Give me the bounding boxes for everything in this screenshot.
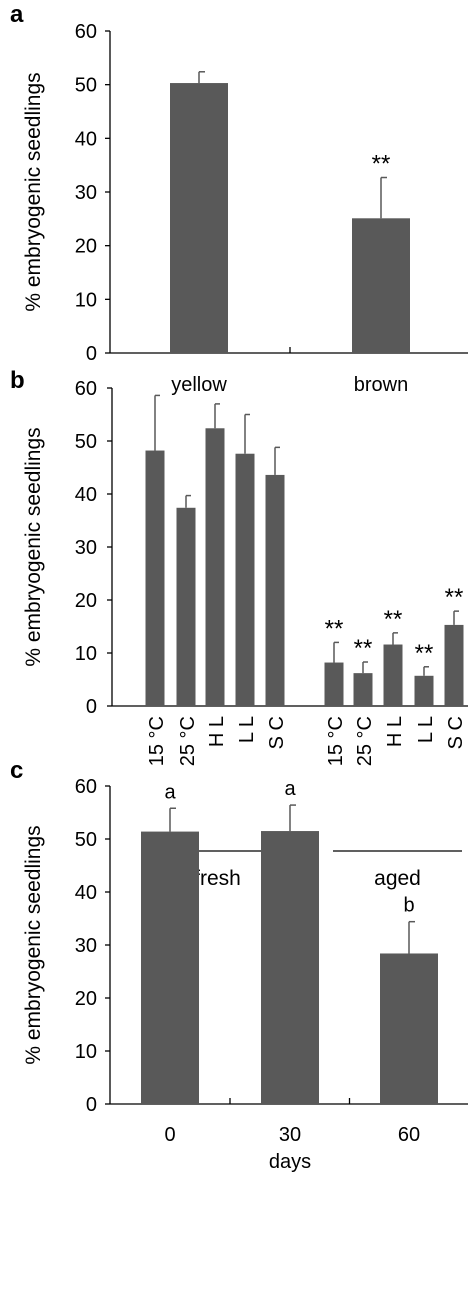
x-tick-label: H L (206, 716, 228, 747)
y-tick-label: 10 (75, 289, 97, 311)
panel-letter: c (10, 757, 23, 784)
y-tick-label: 40 (75, 882, 97, 904)
y-tick-label: 60 (75, 21, 97, 43)
x-tick-label: 30 (279, 1124, 301, 1146)
y-axis-label: % embryogenic seedlings (22, 72, 45, 311)
bar (324, 662, 344, 706)
bar-annotation: b (403, 895, 414, 917)
x-axis-label: days (269, 1151, 311, 1173)
x-tick-label: H L (384, 716, 406, 747)
bar-annotation: a (284, 778, 296, 800)
bar (235, 453, 255, 706)
x-tick-label: 15 °C (146, 716, 168, 766)
y-tick-label: 30 (75, 182, 97, 204)
x-tick-label: 15 °C (325, 716, 347, 766)
bar (170, 83, 228, 353)
bar (205, 428, 225, 706)
x-tick-label: S C (445, 716, 467, 749)
bar (353, 673, 373, 706)
bar-annotation: ** (372, 151, 391, 178)
y-axis-label: % embryogenic seedlings (22, 825, 45, 1064)
y-tick-label: 60 (75, 378, 97, 400)
bar (265, 474, 285, 706)
y-tick-label: 20 (75, 590, 97, 612)
y-tick-label: 30 (75, 537, 97, 559)
y-tick-label: 20 (75, 236, 97, 258)
y-tick-label: 50 (75, 829, 97, 851)
y-tick-label: 20 (75, 988, 97, 1010)
group-label: fresh (194, 867, 241, 890)
x-tick-label: brown (354, 374, 408, 396)
bar-annotation: ** (354, 635, 373, 662)
y-tick-label: 40 (75, 484, 97, 506)
y-tick-label: 60 (75, 776, 97, 798)
y-tick-label: 10 (75, 1041, 97, 1063)
bar (352, 218, 410, 353)
bar-annotation: ** (325, 615, 344, 642)
bar (145, 450, 165, 706)
panel-a: a 0 10 20 30 40 50 60 % embryogenic seedlings yel… (10, 1, 468, 396)
bar-annotation: a (164, 781, 176, 803)
y-tick-label: 30 (75, 935, 97, 957)
bar-annotation: ** (415, 640, 434, 667)
x-tick-label: L L (415, 716, 437, 743)
y-tick-label: 0 (86, 343, 97, 365)
panel-letter: b (10, 367, 25, 394)
x-tick-label: yellow (171, 374, 227, 396)
bar (141, 831, 199, 1104)
group-label: aged (374, 867, 421, 890)
y-tick-label: 50 (75, 431, 97, 453)
bar (383, 644, 403, 706)
x-tick-label: 60 (398, 1124, 420, 1146)
bar (414, 675, 434, 706)
y-tick-label: 40 (75, 128, 97, 150)
x-tick-label: 25 °C (177, 716, 199, 766)
panel-b: b 0 10 20 30 40 50 60 % embryogenic seedlings 15 … (10, 367, 468, 890)
x-tick-label: 0 (164, 1124, 175, 1146)
x-tick-label: L L (236, 716, 258, 743)
bar (261, 831, 319, 1104)
x-tick-label: 25 °C (354, 716, 376, 766)
y-tick-label: 50 (75, 75, 97, 97)
panel-c: c 0 10 20 30 40 50 60 % embryogenic seedlings a 0 a… (10, 757, 468, 1173)
bar (380, 953, 438, 1104)
bar-annotation: ** (384, 606, 403, 633)
bar (444, 624, 464, 706)
panel-letter: a (10, 1, 24, 28)
bar-annotation: ** (445, 584, 464, 611)
bar (176, 507, 196, 706)
y-tick-label: 10 (75, 643, 97, 665)
y-axis-label: % embryogenic seedlings (22, 427, 45, 666)
y-tick-label: 0 (86, 1094, 97, 1116)
x-tick-label: S C (266, 716, 288, 749)
y-tick-label: 0 (86, 696, 97, 718)
